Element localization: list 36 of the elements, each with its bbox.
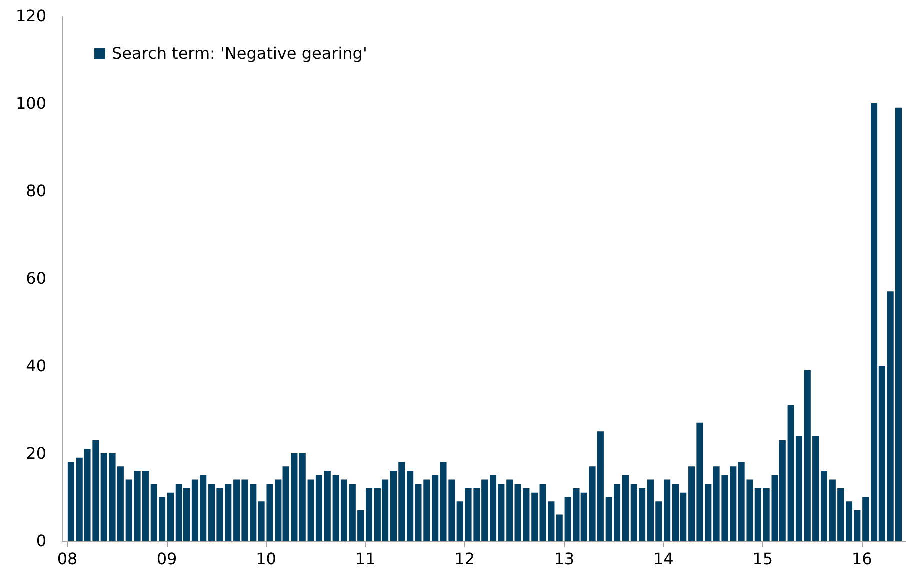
bar [532,492,538,541]
x-tick-label: 08 [57,550,78,568]
bar [126,480,132,541]
y-tick-label: 20 [26,444,46,463]
bar [324,471,331,541]
x-tick-label: 13 [554,550,575,568]
bar [68,462,74,541]
x-tick-label: 09 [156,550,178,568]
bar [424,480,430,541]
x-tick-label: 15 [752,550,774,568]
y-tick-label: 80 [26,182,46,200]
bar [862,497,870,541]
bar [730,466,737,541]
bar [225,484,232,541]
x-tick-label: 10 [256,550,276,568]
bar [100,454,108,541]
y-tick-label: 40 [26,356,46,376]
bar [556,514,563,541]
y-tick-label: 100 [16,94,46,113]
bar [167,492,174,541]
bar [705,484,712,541]
x-tick-label: 11 [355,550,376,568]
y-tick-label: 120 [16,6,46,26]
bar [299,454,306,541]
x-tick-label: 14 [653,550,674,568]
bar [622,475,629,541]
legend-label: Search term: 'Negative gearing' [112,44,368,63]
y-tick-label: 0 [36,532,46,550]
bar [820,471,828,541]
bar [456,502,464,541]
y-tick-label: 60 [26,269,46,288]
x-tick-label: 16 [852,550,872,568]
bar [664,480,671,541]
bar [250,484,257,541]
bar [366,488,373,541]
x-tick-label: 12 [454,550,476,568]
